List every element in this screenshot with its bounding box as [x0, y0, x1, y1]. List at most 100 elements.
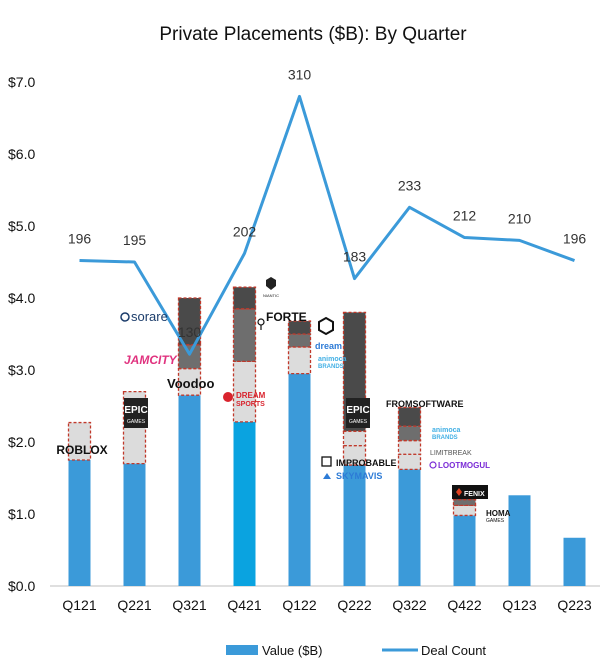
fromsoftware-logo: FROMSOFTWARE	[386, 399, 464, 409]
deal-count-label-Q221: 195	[123, 232, 147, 248]
skymavis-logo-text: SKYMAVIS	[336, 471, 382, 481]
animoca-q322-line2: BRANDS	[432, 435, 458, 441]
epic-games-logo-q222: EPIC GAMES	[346, 398, 370, 428]
y-tick-label: $3.0	[8, 362, 35, 378]
deal-segment-Q222	[342, 430, 367, 447]
sky-mavis-logo: SKYMAVIS	[323, 471, 382, 481]
deal-segment-Q121	[67, 421, 92, 461]
deal-segment-Q122	[287, 333, 312, 348]
jamcity-logo: JAMCITY	[124, 353, 178, 367]
bars-group	[68, 373, 586, 586]
improbable-logo-text: IMPROBABLE	[336, 458, 397, 468]
animoca-brands-logo-q322: animoca BRANDS	[432, 427, 461, 441]
epic-logo-line2: GAMES	[127, 419, 146, 425]
notable-deals-group	[67, 286, 477, 517]
roblox-logo: ROBLOX	[56, 443, 107, 457]
chart-title: Private Placements ($B): By Quarter	[159, 24, 467, 45]
y-tick-label: $1.0	[8, 506, 35, 522]
x-tick-label: Q122	[282, 597, 316, 613]
y-tick-label: $7.0	[8, 74, 35, 90]
deal-segment-Q321	[177, 344, 202, 370]
y-tick-label: $2.0	[8, 434, 35, 450]
x-tick-label: Q222	[337, 597, 371, 613]
forte-logo-text: FORTE	[266, 310, 307, 324]
voodoo-logo: Voodoo	[167, 376, 214, 391]
bar-Q123	[508, 495, 531, 586]
bar-Q121	[68, 460, 91, 586]
dream-sports-logo: DREAM SPORTS	[223, 391, 266, 408]
homa-logo-line2: GAMES	[486, 518, 505, 524]
legend-value-label: Value ($B)	[262, 643, 322, 658]
company-logos: ROBLOX EPIC GAMES sorare JAMCITY Voodoo …	[56, 277, 511, 524]
animoca-brands-logo: animoca BRANDS	[318, 356, 347, 370]
legend: Value ($B) Deal Count	[226, 643, 486, 658]
x-tick-label: Q121	[62, 597, 96, 613]
deal-segment-Q322	[397, 453, 422, 471]
deal-segment-Q422	[452, 498, 477, 507]
deal-count-line-group: 196 195 130 202 310 183 233 212 210 196	[68, 66, 587, 356]
epic-q222-line1: EPIC	[346, 405, 369, 416]
epic-logo-line1: EPIC	[124, 405, 147, 416]
deal-segment-Q122	[287, 346, 312, 375]
legend-value-swatch	[226, 645, 258, 655]
x-tick-label: Q223	[557, 597, 591, 613]
deal-count-label-Q223: 196	[563, 231, 587, 247]
x-tick-label: Q123	[502, 597, 536, 613]
homa-games-logo: HOMA GAMES	[486, 509, 511, 524]
y-tick-label: $5.0	[8, 218, 35, 234]
homa-logo-line1: HOMA	[486, 509, 511, 518]
deal-segment-Q322	[397, 439, 422, 455]
limitbreak-logo: LIMITBREAK	[430, 450, 472, 457]
dream-logo-line2: SPORTS	[236, 401, 265, 408]
bar-Q421	[233, 421, 256, 586]
deal-segment-Q322	[397, 425, 422, 442]
legend-deal-count-label: Deal Count	[421, 643, 486, 658]
x-tick-label: Q421	[227, 597, 261, 613]
niantic-logo: NIANTIC	[263, 277, 279, 298]
deal-count-label-Q422: 212	[453, 208, 477, 224]
deal-count-label-Q222: 183	[343, 249, 367, 265]
x-tick-label: Q321	[172, 597, 206, 613]
x-tick-label: Q221	[117, 597, 151, 613]
bar-Q422	[453, 515, 476, 586]
deal-count-label-Q321: 130	[178, 324, 202, 340]
deal-segment-Q321	[177, 297, 202, 346]
improbable-logo: IMPROBABLE	[321, 456, 397, 468]
y-tick-label: $6.0	[8, 146, 35, 162]
bar-Q223	[563, 537, 586, 586]
epic-q222-line2: GAMES	[349, 419, 368, 425]
deal-count-label-Q123: 210	[508, 210, 532, 226]
lootmogul-logo-text: LOOTMOGUL	[438, 461, 490, 470]
bar-Q221	[123, 463, 146, 586]
deal-segment-Q322	[397, 406, 422, 427]
bar-Q322	[398, 469, 421, 586]
deal-segment-Q422	[452, 504, 477, 517]
bar-Q321	[178, 395, 201, 586]
x-tick-label: Q422	[447, 597, 481, 613]
y-tick-label: $0.0	[8, 578, 35, 594]
animoca-q322-line1: animoca	[432, 427, 461, 434]
forte-logo: FORTE	[257, 310, 307, 330]
y-tick-label: $4.0	[8, 290, 35, 306]
x-axis: Q121 Q221 Q321 Q421 Q122 Q222 Q322 Q422 Q123 Q223	[62, 597, 591, 613]
animoca-logo-line1: animoca	[318, 356, 347, 363]
deal-segment-Q122	[287, 320, 312, 335]
deal-count-label-Q322: 233	[398, 177, 422, 193]
x-tick-label: Q322	[392, 597, 426, 613]
sorare-logo: sorare	[120, 309, 168, 324]
deal-count-label-Q122: 310	[288, 66, 312, 82]
animoca-logo-line2: BRANDS	[318, 364, 344, 370]
deal-count-label-Q421: 202	[233, 223, 257, 239]
sorare-logo-text: sorare	[131, 309, 168, 324]
deal-count-line	[79, 94, 576, 356]
lootmogul-logo: LOOTMOGUL	[429, 461, 490, 470]
fenix-logo-text: FENIX	[464, 491, 485, 498]
deal-segment-Q421	[232, 308, 257, 363]
fenix-logo: FENIX	[452, 485, 488, 499]
dream-logo-line1: DREAM	[236, 391, 266, 400]
dream-small-logo-text: dream	[315, 341, 342, 351]
epic-games-logo: EPIC GAMES	[124, 398, 148, 428]
dream-logo: dream	[315, 316, 342, 351]
niantic-logo-text: NIANTIC	[263, 293, 279, 298]
